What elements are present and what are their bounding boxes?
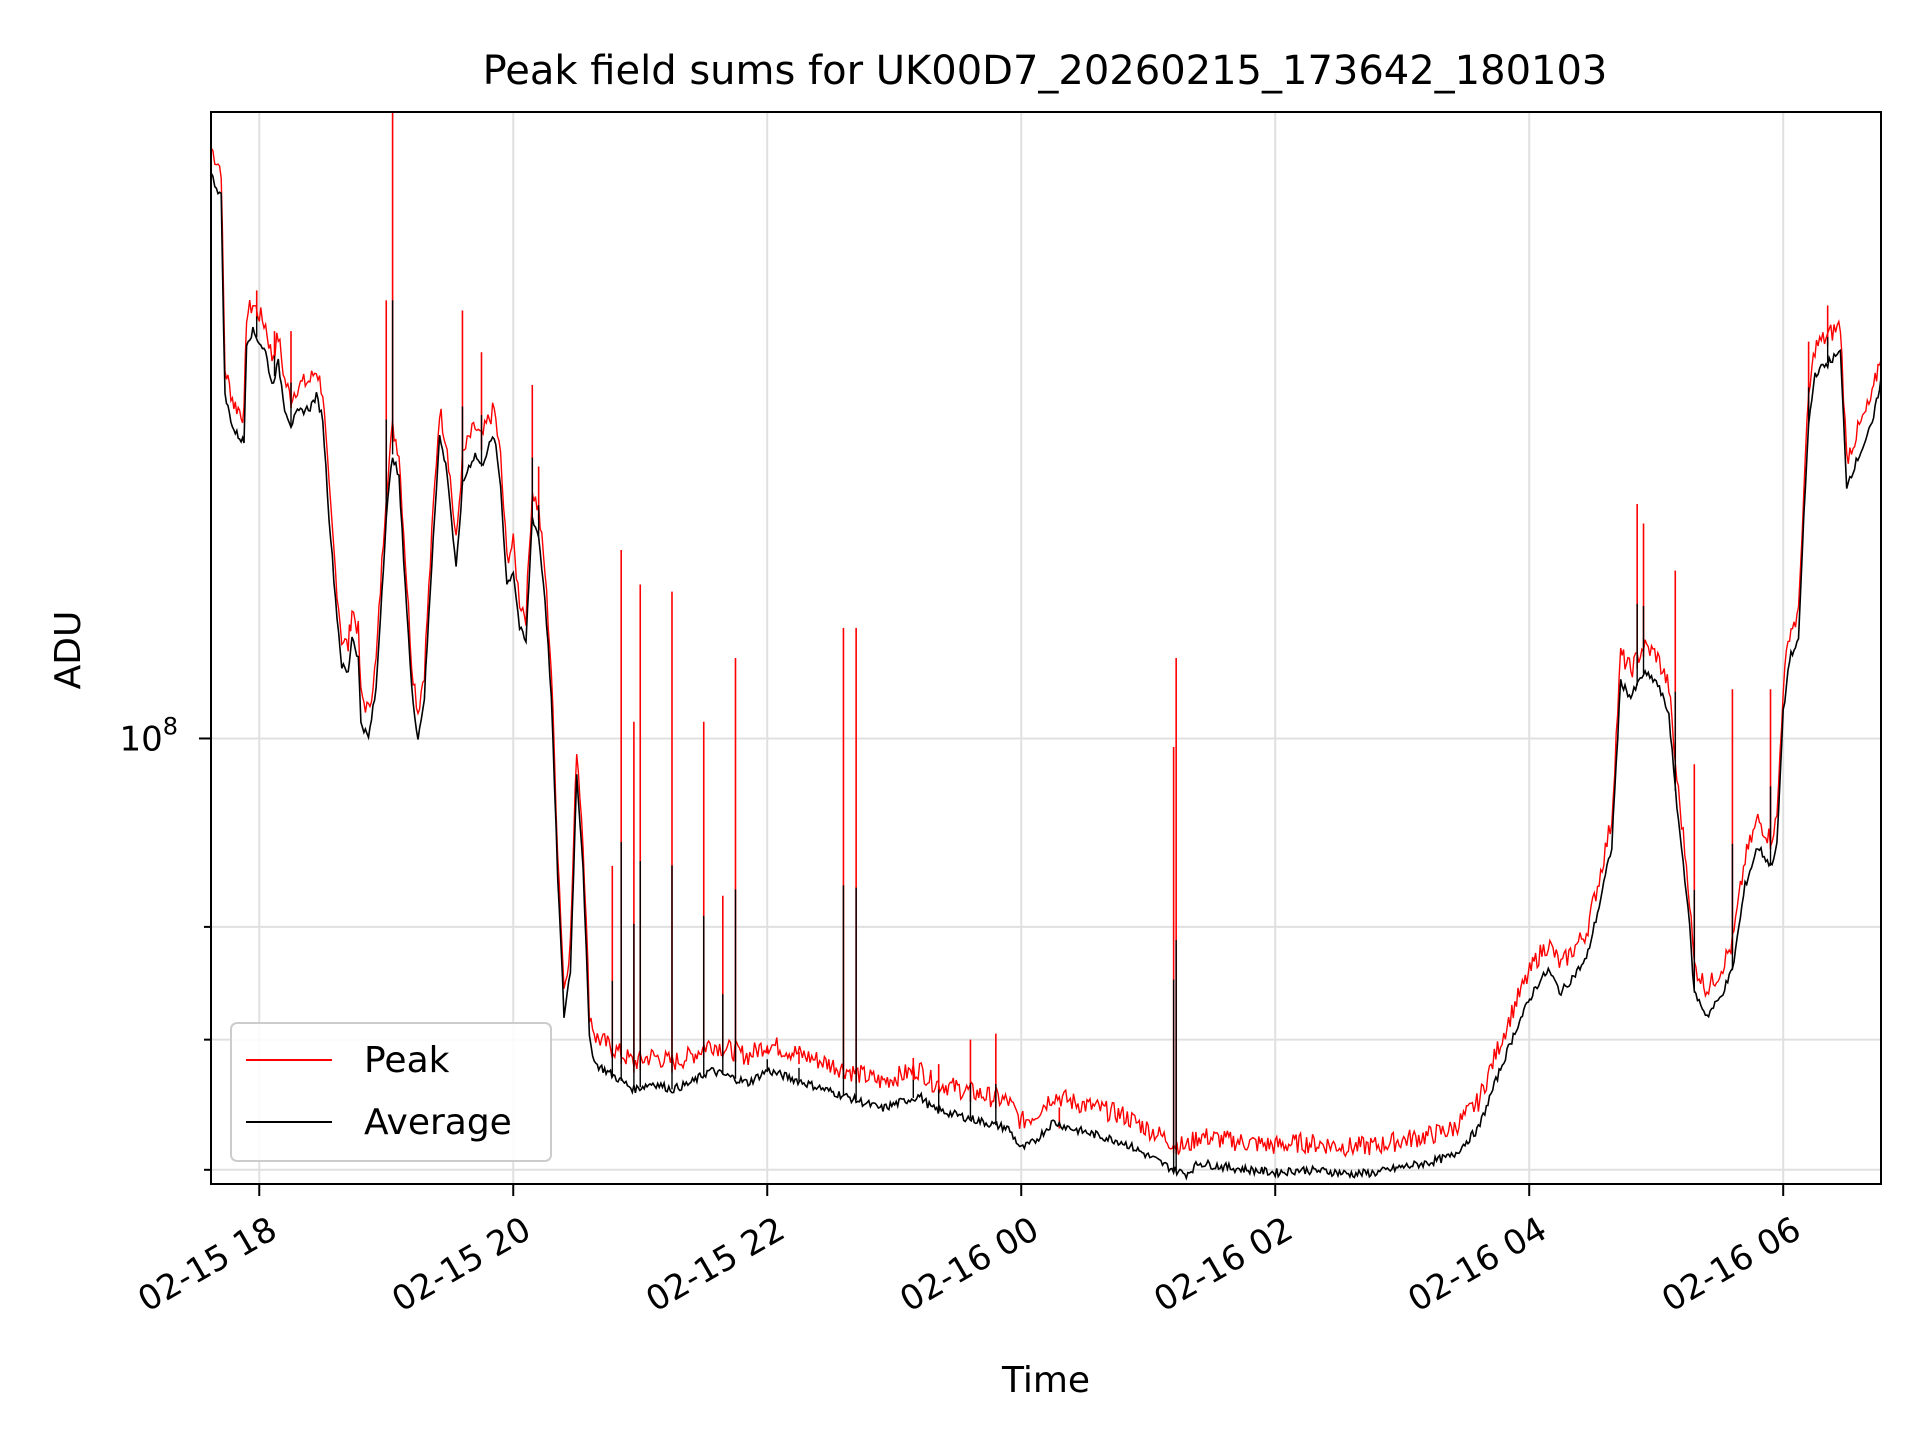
y-axis-label: ADU: [48, 611, 89, 690]
plot-frame: [210, 111, 1882, 1185]
average-series-line: [211, 172, 1881, 1181]
legend-peak-label: Peak: [364, 1040, 450, 1081]
grid-lines: [211, 112, 1881, 1184]
x-axis-label: Time: [1001, 1360, 1090, 1401]
peak-series-line: [211, 147, 1881, 1158]
y-axis: 108: [119, 712, 211, 1171]
legend-average-label: Average: [364, 1102, 512, 1143]
legend: Peak Average: [230, 1022, 552, 1162]
series-group: [211, 112, 1881, 1181]
chart-title: Peak field sums for UK00D7_20260215_1736…: [483, 48, 1608, 94]
y-tick-label-1e8: 108: [119, 712, 178, 759]
legend-box: [230, 1022, 552, 1162]
